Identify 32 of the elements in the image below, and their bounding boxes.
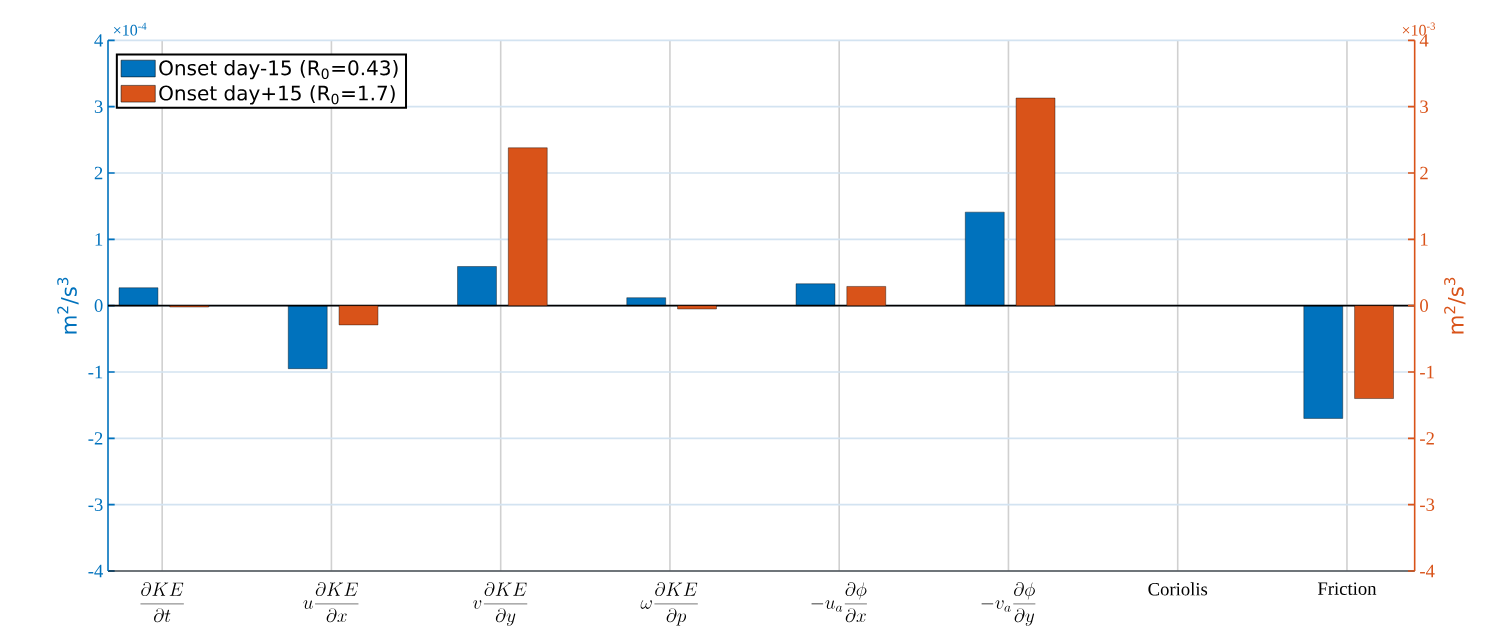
y-tick-label: -1 <box>88 365 103 379</box>
y-tick-label: -4 <box>88 564 104 578</box>
y2-tick-label: 4 <box>1419 34 1429 47</box>
y2-tick-label: -3 <box>1420 498 1435 511</box>
y-axis-title: m$^{2}$/s$^{3}$ <box>57 277 79 334</box>
x-tick-label: $\omega\frac{\partial KE}{\partial p}$ <box>640 581 698 626</box>
y-tick-label: 1 <box>95 233 103 246</box>
y2-axis-title: m$^{2}$/s$^{3}$ <box>1444 277 1466 334</box>
y2-tick-label: 1 <box>1421 233 1428 246</box>
x-tick-label: Friction <box>1317 582 1377 595</box>
y-tick-label: -2 <box>88 432 103 445</box>
y2-tick-label: 3 <box>1420 100 1428 113</box>
y-tick-label: 3 <box>94 100 103 113</box>
y-tick-label: 4 <box>94 34 104 47</box>
x-tick-label: $u\frac{\partial KE}{\partial x}$ <box>303 581 359 623</box>
x-tick-label: $-u_a\frac{\partial \phi}{\partial x}$ <box>811 581 867 623</box>
y2-tick-label: -2 <box>1420 432 1434 445</box>
y-tick-label: -3 <box>88 498 103 511</box>
legend-label: Onset day-15 (R$_{0}$=0.43) <box>159 59 398 80</box>
legend-label: Onset day+15 (R$_{0}$=1.7) <box>159 85 395 105</box>
x-tick-label: $v\frac{\partial KE}{\partial y}$ <box>473 581 528 626</box>
text: ×10$^{-4}$ <box>113 22 147 36</box>
y2-tick-label: 0 <box>1420 299 1428 312</box>
y2-tick-label: -4 <box>1420 564 1435 578</box>
x-tick-label: $\frac{\partial KE}{\partial t}$ <box>140 581 184 623</box>
y2-tick-label: 2 <box>1420 166 1428 180</box>
y-tick-label: 0 <box>94 299 103 312</box>
x-tick-label: $-v_a\frac{\partial \phi}{\partial y}$ <box>981 581 1036 626</box>
y2-tick-label: -1 <box>1420 365 1434 379</box>
text: ×10$^{-3}$ <box>1402 22 1436 36</box>
y-tick-label: 2 <box>94 166 103 180</box>
x-tick-label: Coriolis <box>1148 582 1208 596</box>
